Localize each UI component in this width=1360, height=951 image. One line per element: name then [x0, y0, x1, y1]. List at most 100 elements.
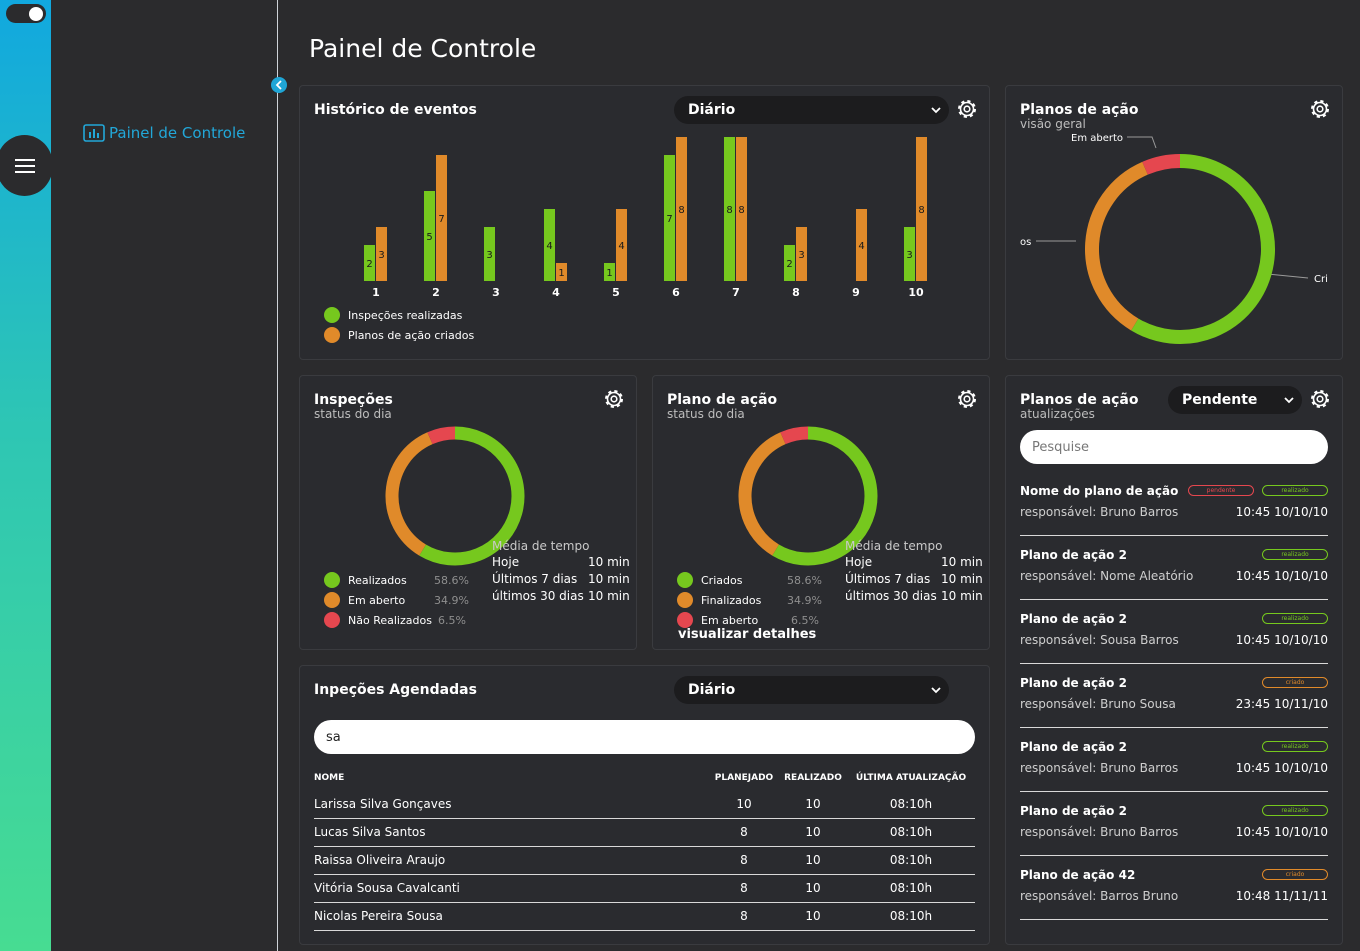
list-item[interactable]: Plano de ação 2 responsável: Bruno Barros… — [1020, 728, 1328, 792]
plan-status-subtitle: status do dia — [667, 407, 745, 421]
plan-name: Plano de ação 2 — [1020, 612, 1127, 626]
cell-name: Raissa Oliveira Araujo — [314, 846, 709, 875]
bar-value-label: 2 — [786, 259, 792, 270]
table-row[interactable]: Lucas Silva Santos 8 10 08:10h — [314, 818, 975, 847]
bar-value-label: 4 — [618, 241, 624, 252]
donut-slice-done — [419, 426, 525, 566]
time-value-30d: 10 min — [941, 589, 983, 603]
status-badge: realizado — [1262, 549, 1328, 560]
legend-finished: Finalizados — [677, 592, 761, 608]
plan-name: Nome do plano de ação — [1020, 484, 1179, 498]
inspections-donut — [385, 426, 525, 566]
callout-line — [1127, 136, 1157, 149]
table-row[interactable]: Vitória Sousa Cavalcanti 8 10 08:10h — [314, 874, 975, 903]
status-badge: realizado — [1262, 805, 1328, 816]
cell-planned: 8 — [709, 902, 779, 931]
legend-pct: 34.9% — [787, 594, 822, 607]
scheduled-table: NOME PLANEJADO REALIZADO ÚLTIMA ATUALIZA… — [314, 766, 975, 931]
legend-label: Em aberto — [701, 613, 759, 627]
column-done: REALIZADO — [784, 773, 842, 783]
scheduled-period-select[interactable]: Diário — [674, 676, 949, 704]
legend-label: Planos de ação criados — [348, 328, 475, 342]
updates-search-input[interactable] — [1020, 430, 1328, 464]
legend-inspections: Inspeções realizadas — [324, 307, 462, 323]
status-badges: criado — [1254, 869, 1328, 880]
list-item[interactable]: Plano de ação 42 responsável: Barros Brun… — [1020, 856, 1328, 920]
bar-value-label: 1 — [606, 268, 612, 279]
hamburger-icon — [14, 158, 35, 173]
cell-updated: 08:10h — [847, 874, 975, 903]
donut-slice-open — [1142, 154, 1181, 175]
cell-planned: 8 — [709, 874, 779, 903]
legend-not-done: Não Realizados — [324, 612, 432, 628]
table-row[interactable]: Raissa Oliveira Araujo 8 10 08:10h — [314, 846, 975, 875]
plan-name: Plano de ação 42 — [1020, 868, 1136, 882]
menu-button[interactable] — [0, 135, 53, 196]
donut-slice-created — [1131, 154, 1275, 344]
status-badge: criado — [1262, 677, 1328, 688]
updates-filter-value: Pendente — [1182, 392, 1258, 408]
plan-timestamp: 10:45 10/10/10 — [1235, 825, 1328, 839]
plan-responsible: responsável: Barros Bruno — [1020, 889, 1179, 903]
inspections-settings-icon[interactable] — [601, 386, 627, 412]
events-period-select[interactable]: Diário — [674, 96, 949, 124]
table-row[interactable]: Larissa Silva Gonçaves 10 10 08:10h — [314, 790, 975, 819]
plan-name: Plano de ação 2 — [1020, 676, 1127, 690]
collapse-sidebar-button[interactable] — [271, 77, 287, 93]
overview-settings-icon[interactable] — [1307, 96, 1333, 122]
plan-name: Plano de ação 2 — [1020, 740, 1127, 754]
plan-timestamp: 10:45 10/10/10 — [1235, 505, 1328, 519]
list-item[interactable]: Nome do plano de ação responsável: Bruno … — [1020, 472, 1328, 536]
legend-pct: 6.5% — [438, 614, 466, 627]
list-item[interactable]: Plano de ação 2 responsável: Nome Aleatór… — [1020, 536, 1328, 600]
x-tick-label: 10 — [908, 286, 924, 299]
scheduled-search-input[interactable] — [314, 720, 975, 754]
chart-icon — [83, 124, 105, 142]
time-label-7d: Últimos 7 dias — [492, 572, 578, 586]
events-settings-icon[interactable] — [954, 96, 980, 122]
bar-value-label: 3 — [906, 250, 912, 261]
cell-name: Vitória Sousa Cavalcanti — [314, 874, 709, 903]
status-badge: pendente — [1188, 485, 1254, 496]
updates-settings-icon[interactable] — [1307, 386, 1333, 412]
callout-done-label: os — [1020, 237, 1031, 248]
sidebar-item-dashboard[interactable]: Painel de Controle — [83, 124, 245, 142]
bar-value-label: 8 — [738, 205, 744, 216]
bar-plans-6 — [676, 137, 687, 281]
cell-done: 10 — [779, 818, 847, 847]
list-item[interactable]: Plano de ação 2 responsável: Bruno Barros… — [1020, 792, 1328, 856]
updates-filter-select[interactable]: Pendente — [1168, 386, 1302, 414]
donut-slice-finished — [738, 432, 786, 556]
time-value-today: 10 min — [588, 555, 630, 569]
plan-responsible: responsável: Bruno Barros — [1020, 825, 1179, 839]
bar-value-label: 7 — [438, 214, 444, 225]
column-planned: PLANEJADO — [714, 773, 774, 783]
legend-label: Não Realizados — [348, 613, 432, 627]
callout-open-label: Em aberto — [1071, 133, 1123, 144]
bar-plans-9 — [856, 209, 867, 281]
table-row[interactable]: Nicolas Pereira Sousa 8 10 08:10h — [314, 902, 975, 931]
list-item[interactable]: Plano de ação 2 responsável: Bruno Sousa 2… — [1020, 664, 1328, 728]
view-details-link[interactable]: visualizar detalhes — [678, 627, 817, 642]
donut-slice-open — [780, 426, 809, 445]
time-value-30d: 10 min — [588, 589, 630, 603]
legend-pct: 34.9% — [434, 594, 469, 607]
bar-value-label: 4 — [546, 241, 552, 252]
x-tick-label: 2 — [432, 286, 440, 299]
legend-dot-orange — [324, 592, 340, 608]
x-tick-label: 1 — [372, 286, 380, 299]
callout-line — [1267, 273, 1309, 279]
list-item[interactable]: Plano de ação 2 responsável: Sousa Barros… — [1020, 600, 1328, 664]
plan-timestamp: 10:45 10/10/10 — [1235, 761, 1328, 775]
bar-plans-10 — [916, 137, 927, 281]
plan-status-title: Plano de ação — [667, 392, 778, 408]
plan-status-settings-icon[interactable] — [954, 386, 980, 412]
legend-dot-orange — [324, 327, 340, 343]
cell-planned: 10 — [709, 790, 779, 819]
time-label-7d: Últimos 7 dias — [845, 572, 931, 586]
bar-plans-1 — [376, 227, 387, 281]
cell-updated: 08:10h — [847, 790, 975, 819]
theme-toggle[interactable] — [6, 4, 46, 23]
app-rail — [0, 0, 53, 951]
events-title: Histórico de eventos — [314, 102, 477, 118]
